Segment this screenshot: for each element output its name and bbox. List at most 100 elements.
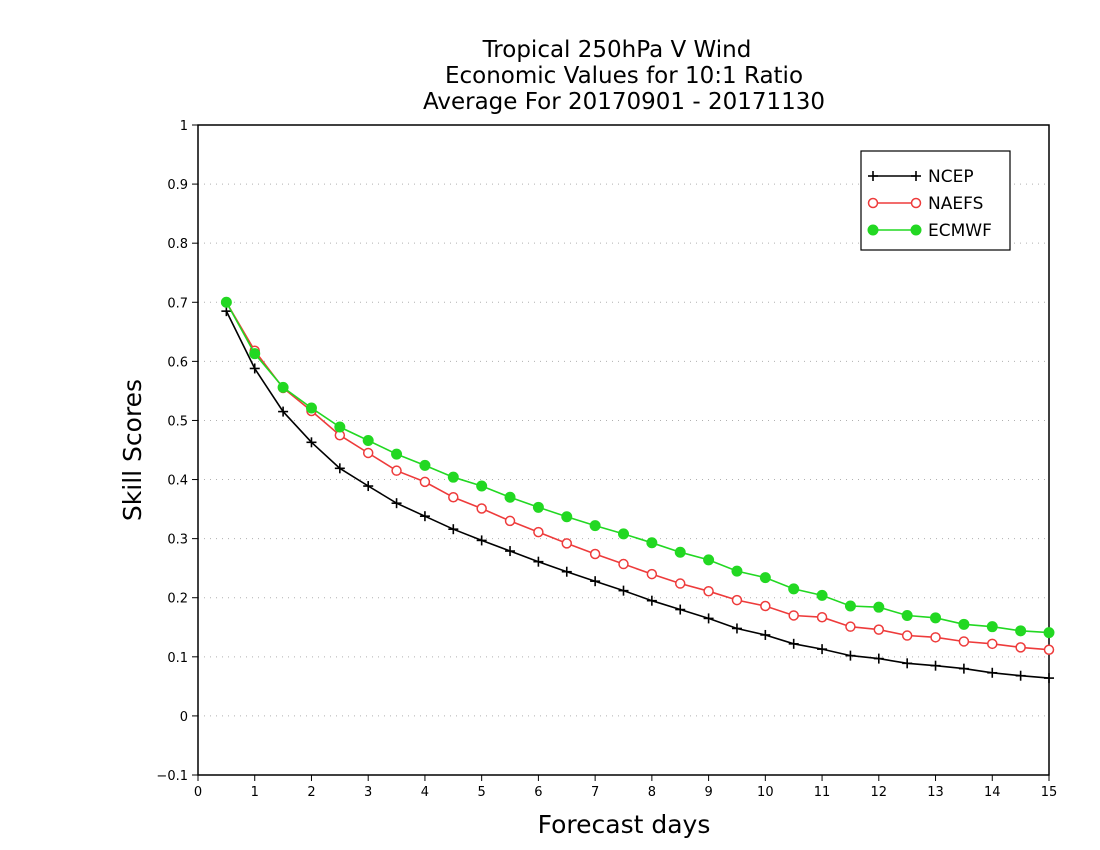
data-point-ncep [731,623,742,634]
x-tick-label: 6 [534,785,542,800]
data-point-naefs [618,558,629,570]
series-line-ecmwf [225,301,1050,634]
data-point-legend-ecmwf [910,224,922,236]
data-point-ecmwf [334,421,346,433]
data-point-ecmwf [305,402,317,414]
data-point-ecmwf [618,528,629,540]
data-point-ncep [873,653,884,664]
data-point-naefs [419,476,431,488]
legend-box [860,150,1011,251]
data-point-ecmwf [220,296,232,308]
data-point-naefs [1015,642,1026,653]
data-point-naefs [987,638,998,650]
legend-entry-naefs: NAEFS [867,194,983,214]
data-point-ncep [334,463,345,474]
data-point-ecmwf [589,520,601,532]
data-point-ncep [278,406,289,417]
data-point-legend-ncep [868,171,878,181]
data-point-ncep [958,663,969,674]
data-point-ncep [476,535,487,546]
data-point-ecmwf [816,589,828,601]
x-tick-label: 0 [194,785,202,800]
data-point-naefs [788,610,799,621]
data-point-ecmwf [476,480,488,492]
series-line-ncep [225,310,1050,679]
y-tick-label: 0.4 [167,474,188,489]
data-point-ecmwf [561,511,573,523]
series-line-naefs [225,301,1050,651]
data-point-ncep [817,644,828,655]
y-tick-label: 0.5 [167,414,188,429]
data-point-legend-ecmwf [867,224,879,236]
y-tick-label: 0.1 [167,651,188,666]
data-point-ecmwf [986,621,998,633]
data-point-ncep [533,556,544,567]
data-point-ecmwf [391,448,403,460]
data-point-ecmwf [532,501,544,513]
x-tick-label: 2 [307,785,315,800]
data-point-naefs [561,538,573,549]
legend-label-ecmwf: ECMWF [928,221,992,241]
data-point-naefs [448,492,459,503]
data-point-ecmwf [901,609,913,621]
data-point-naefs [504,515,516,527]
x-tick-label: 15 [1041,785,1058,800]
data-point-naefs [589,548,601,560]
data-point-naefs [703,585,714,597]
data-point-naefs [930,632,941,643]
x-tick-label: 14 [984,785,1001,800]
x-tick-label: 12 [871,785,888,800]
data-point-legend-naefs [910,197,922,209]
data-point-ncep [448,524,459,535]
data-point-ncep [618,585,629,596]
data-point-ecmwf [759,572,771,584]
axes: −0.100.10.20.30.40.50.60.70.80.910 1 2 3 4 5 6… [156,119,1057,800]
y-tick-label: 0.8 [167,237,188,252]
x-tick-label: 13 [927,785,944,800]
chart-title-line-3: Average For 20170901 - 20171130 [423,89,825,115]
x-tick-label: 8 [648,785,656,800]
x-tick-label: 5 [478,785,486,800]
legend-entry-ecmwf: ECMWF [867,221,992,241]
legend-label-naefs: NAEFS [928,194,983,214]
x-axis-label: Forecast days [538,810,711,839]
data-point-ecmwf [958,618,970,630]
data-point-naefs [476,503,487,514]
data-point-ncep [1044,673,1054,684]
data-point-ecmwf [731,565,743,577]
data-point-ncep [788,638,799,649]
series-naefs [221,297,1055,655]
data-point-ecmwf [249,348,261,360]
data-point-naefs [873,624,885,635]
data-point-ncep [221,306,232,317]
data-point-ncep [845,650,856,661]
data-point-ncep [703,613,714,624]
series-ncep [221,306,1054,684]
legend: NCEP NAEFS ECMWF [860,150,1011,251]
y-tick-label: −0.1 [156,769,188,784]
data-point-ecmwf [504,491,516,503]
data-point-ncep [363,481,374,492]
data-point-naefs [816,611,828,623]
data-point-ecmwf [873,601,885,613]
x-tick-label: 10 [757,785,774,800]
data-point-ncep [930,660,941,671]
data-point-ecmwf [419,459,431,471]
data-point-ncep [1015,670,1026,681]
x-tick-label: 9 [704,785,712,800]
data-point-ncep [249,363,260,374]
data-point-ncep [902,658,913,669]
data-point-ncep [561,566,572,577]
data-point-legend-naefs [867,197,879,209]
data-point-naefs [731,594,743,606]
y-tick-label: 0 [180,710,188,725]
data-point-ecmwf [788,583,800,595]
chart-title-line-2: Economic Values for 10:1 Ratio [445,63,803,89]
data-point-ncep [419,511,430,522]
data-point-naefs [845,621,856,632]
data-point-naefs [1043,644,1055,655]
data-point-ecmwf [844,600,856,612]
data-point-ncep [760,629,771,640]
data-point-legend-ncep [911,171,921,181]
